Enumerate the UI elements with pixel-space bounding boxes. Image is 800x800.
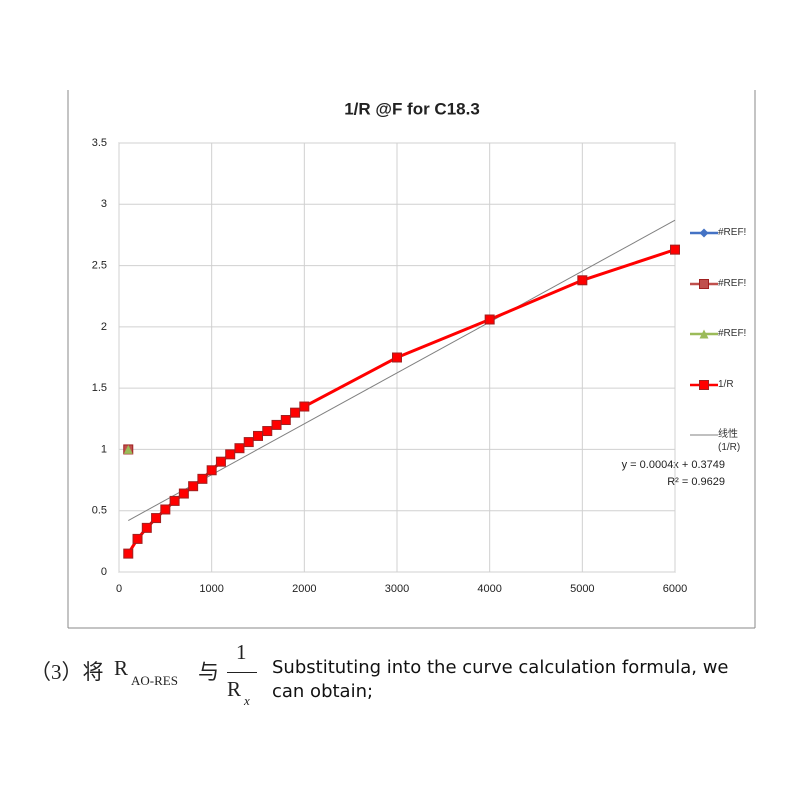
legend-swatch [690,329,718,339]
legend-label: #REF! [718,328,747,339]
legend-item: #REF! [688,226,762,240]
marker [132,533,143,544]
marker [206,465,217,476]
legend-label: #REF! [718,227,747,238]
y-tick-label: 1.5 [92,382,107,394]
marker [280,415,291,426]
legend-item: 线性 (1/R) [688,428,762,454]
y-tick-label: 2.5 [92,259,107,271]
caption-r: R [114,656,129,680]
marker [123,548,134,559]
y-tick-label: 3.5 [92,137,107,149]
marker [577,275,588,286]
marker [151,513,162,524]
legend-label: 1/R [718,378,734,390]
x-tick-label: 6000 [663,583,687,595]
x-tick-label: 1000 [199,583,223,595]
fraction-bar [227,672,257,673]
fraction-num: 1 [236,640,247,664]
marker [225,449,236,460]
legend-swatch [690,434,718,436]
x-tick-label: 0 [116,583,122,595]
legend-label: 线性 (1/R) [718,429,741,453]
trend-equation: y = 0.0004x + 0.3749 [622,459,725,471]
caption-r-sub: AO-RES [131,673,178,688]
marker [197,473,208,484]
legend-item: #REF! [688,327,762,341]
caption-prefix: （3）将 [30,660,104,684]
x-tick-label: 2000 [292,583,316,595]
y-tick-label: 0 [101,566,107,578]
y-tick-label: 1 [101,443,107,455]
x-tick-label: 3000 [385,583,409,595]
y-tick-label: 3 [101,198,107,210]
legend-item: #REF! [688,277,762,291]
fraction-den: R [227,677,242,701]
legend-swatch [690,228,718,238]
marker [123,444,133,454]
trend-line [128,219,676,521]
marker [169,495,180,506]
marker [699,228,709,238]
marker [215,456,226,467]
marker [178,488,189,499]
x-tick-label: 4000 [477,583,501,595]
y-tick-label: 0.5 [92,505,107,517]
x-tick-label: 5000 [570,583,594,595]
y-tick-label: 2 [101,321,107,333]
marker [699,329,709,339]
legend-swatch [690,379,718,390]
chart: 1/R @F for C18.3 y = 0.0004x + 0.3749 R²… [67,90,756,629]
legend-swatch [690,278,718,289]
caption-conj: 与 [198,660,219,684]
marker [670,244,680,255]
marker [141,522,152,533]
marker [234,443,245,454]
legend-item: 1/R [688,378,762,392]
marker [699,379,709,390]
marker [160,504,171,515]
marker [262,426,273,437]
marker [392,352,402,363]
marker [299,401,310,412]
caption-text: Substituting into the curve calculation … [272,657,729,702]
chart-title: 1/R @F for C18.3 [344,99,480,118]
marker [188,481,199,492]
marker [484,314,495,325]
marker [699,278,709,289]
fraction-den-sub: x [244,693,250,708]
marker [243,437,254,448]
legend-label: #REF! [718,277,747,289]
marker [290,407,301,418]
trend-r2: R² = 0.9629 [667,476,725,488]
